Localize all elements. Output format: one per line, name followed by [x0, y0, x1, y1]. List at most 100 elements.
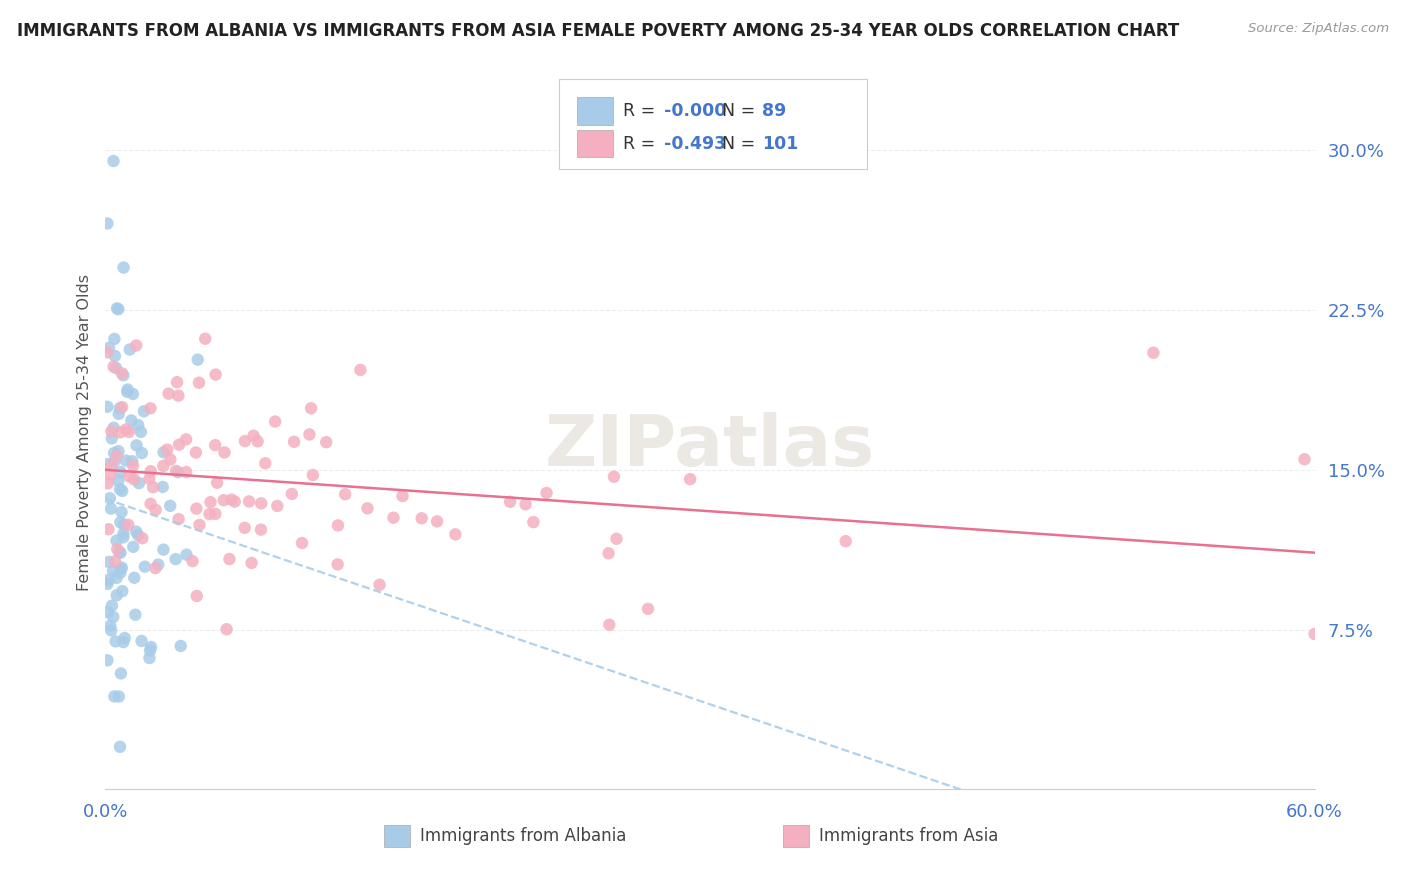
Point [165, 552, 187, 566]
Point [105, 449, 128, 463]
Point [233, 521, 256, 535]
Point [104, 349, 127, 363]
Point [111, 584, 134, 599]
Point [98, 341, 121, 355]
Point [499, 495, 522, 509]
Point [98, 467, 121, 482]
Point [117, 383, 139, 397]
Point [122, 472, 145, 486]
Point [186, 589, 208, 603]
Point [246, 434, 269, 449]
Point [167, 438, 190, 452]
Point [368, 578, 391, 592]
Point [679, 472, 702, 486]
Point [122, 458, 145, 473]
Point [125, 338, 148, 352]
Text: N =: N = [723, 135, 761, 153]
Point [411, 511, 433, 525]
Point [139, 401, 162, 416]
Point [1142, 345, 1164, 359]
Point [103, 359, 125, 374]
Point [145, 561, 167, 575]
Point [181, 554, 204, 568]
Point [139, 640, 162, 654]
Point [291, 536, 314, 550]
Point [198, 507, 221, 521]
Point [100, 458, 122, 473]
Point [104, 554, 127, 568]
Point [103, 454, 125, 468]
Point [218, 552, 240, 566]
Point [110, 505, 132, 519]
Point [165, 464, 187, 478]
Point [108, 690, 131, 704]
Point [138, 472, 160, 486]
Point [266, 499, 288, 513]
Point [97, 605, 120, 619]
Point [110, 425, 132, 440]
Point [605, 532, 627, 546]
Point [515, 497, 537, 511]
Point [299, 401, 322, 416]
Point [96, 457, 118, 471]
Point [214, 445, 236, 459]
Text: 101: 101 [762, 135, 799, 153]
Point [125, 438, 148, 452]
Point [122, 540, 145, 554]
Point [127, 418, 149, 433]
Point [138, 651, 160, 665]
Point [598, 546, 620, 560]
Point [112, 526, 135, 541]
Text: -0.493: -0.493 [664, 135, 727, 153]
Point [391, 489, 413, 503]
Point [120, 413, 142, 427]
Point [1303, 627, 1326, 641]
Point [108, 482, 131, 496]
Point [152, 458, 174, 473]
Point [148, 558, 170, 572]
Point [127, 528, 149, 542]
Point [167, 512, 190, 526]
Text: Immigrants from Asia: Immigrants from Asia [818, 827, 998, 845]
FancyBboxPatch shape [384, 825, 411, 847]
Point [128, 476, 150, 491]
Point [221, 492, 243, 507]
Point [118, 469, 141, 483]
Point [129, 425, 152, 439]
Point [103, 421, 125, 435]
Point [349, 363, 371, 377]
Point [242, 428, 264, 442]
Text: ZIPatlas: ZIPatlas [546, 412, 875, 482]
Point [105, 301, 128, 316]
Point [96, 345, 118, 359]
Text: 89: 89 [762, 102, 786, 120]
Point [122, 387, 145, 401]
Point [176, 548, 198, 562]
Point [157, 386, 180, 401]
Point [326, 518, 349, 533]
Point [131, 531, 153, 545]
Text: -0.000: -0.000 [664, 102, 727, 120]
Point [108, 739, 131, 754]
Text: R =: R = [623, 102, 661, 120]
Point [97, 555, 120, 569]
Point [159, 452, 181, 467]
FancyBboxPatch shape [560, 79, 868, 169]
Point [536, 486, 558, 500]
Point [111, 560, 134, 574]
Point [298, 427, 321, 442]
Point [302, 468, 325, 483]
FancyBboxPatch shape [783, 825, 810, 847]
Point [105, 571, 128, 585]
Point [444, 527, 467, 541]
Point [188, 376, 211, 390]
Point [115, 422, 138, 436]
Point [98, 491, 121, 506]
Point [159, 499, 181, 513]
Point [254, 456, 277, 470]
Point [107, 444, 129, 458]
Y-axis label: Female Poverty Among 25-34 Year Olds: Female Poverty Among 25-34 Year Olds [76, 274, 91, 591]
Point [103, 154, 125, 169]
Point [522, 515, 544, 529]
Point [382, 510, 405, 524]
